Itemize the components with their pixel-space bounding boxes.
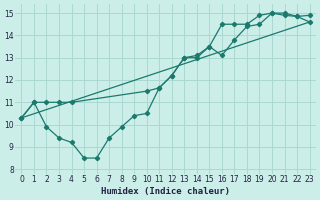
X-axis label: Humidex (Indice chaleur): Humidex (Indice chaleur) (101, 187, 230, 196)
